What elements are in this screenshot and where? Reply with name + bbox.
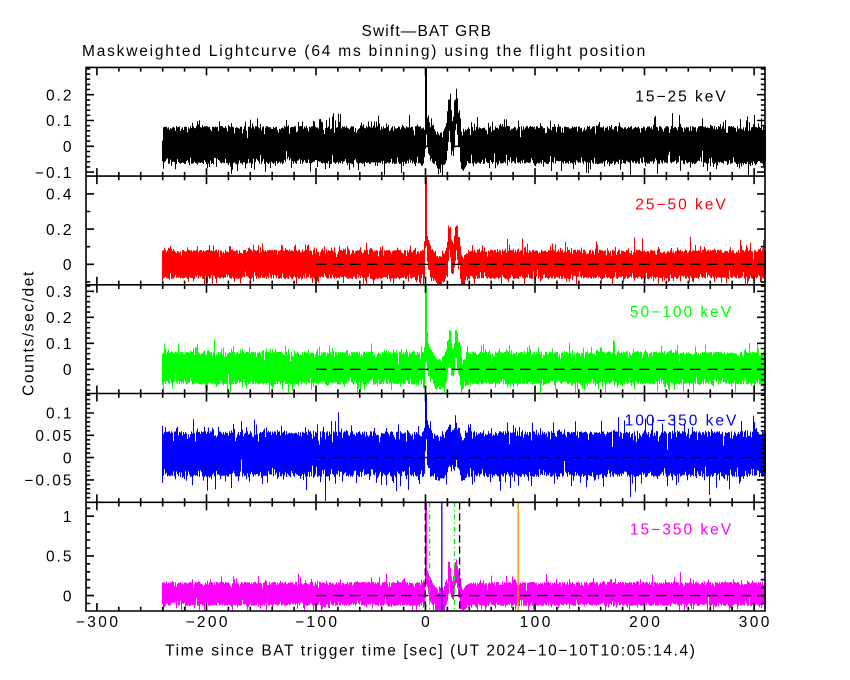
svg-text:−0.05: −0.05 (24, 473, 73, 490)
svg-text:0.5: 0.5 (46, 549, 74, 566)
svg-text:50−100 keV: 50−100 keV (630, 304, 733, 321)
svg-text:Swift—BAT GRB: Swift—BAT GRB (361, 23, 492, 40)
svg-text:0.3: 0.3 (46, 284, 74, 301)
svg-text:0: 0 (63, 362, 74, 379)
svg-text:0.05: 0.05 (35, 428, 73, 445)
svg-text:−200: −200 (185, 614, 230, 631)
svg-text:100: 100 (520, 614, 553, 631)
svg-text:0: 0 (421, 614, 432, 631)
svg-text:300: 300 (739, 614, 772, 631)
svg-text:−0.1: −0.1 (35, 165, 74, 182)
svg-text:25−50 keV: 25−50 keV (635, 197, 728, 214)
svg-text:0.1: 0.1 (46, 406, 74, 423)
svg-text:15−25 keV: 15−25 keV (635, 88, 728, 105)
svg-text:0: 0 (63, 588, 74, 605)
svg-text:0: 0 (63, 450, 74, 467)
svg-text:0.2: 0.2 (46, 87, 74, 104)
svg-text:0.2: 0.2 (46, 222, 74, 239)
svg-text:0: 0 (63, 139, 74, 156)
svg-text:0.2: 0.2 (46, 310, 74, 327)
svg-text:200: 200 (629, 614, 662, 631)
svg-text:0.1: 0.1 (46, 336, 74, 353)
svg-text:Counts/sec/det: Counts/sec/det (21, 270, 38, 396)
svg-text:1: 1 (63, 509, 74, 526)
svg-text:−300: −300 (76, 614, 121, 631)
svg-text:0.4: 0.4 (46, 187, 74, 204)
svg-text:15−350 keV: 15−350 keV (630, 521, 733, 538)
svg-text:−100: −100 (295, 614, 340, 631)
svg-text:0: 0 (63, 257, 74, 274)
svg-text:Maskweighted Lightcurve (64 ms: Maskweighted Lightcurve (64 ms binning) … (82, 43, 647, 60)
svg-text:100−350 keV: 100−350 keV (625, 413, 739, 430)
svg-text:Time since BAT trigger time [s: Time since BAT trigger time [sec] (UT 20… (165, 643, 696, 660)
svg-text:0.1: 0.1 (46, 113, 74, 130)
